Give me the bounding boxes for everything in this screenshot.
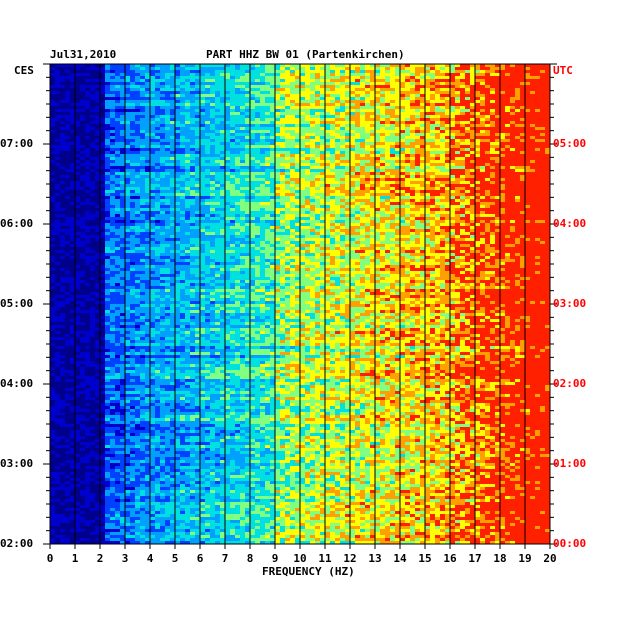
x-tick-label: 17	[468, 552, 482, 565]
local-time-label: 07:00	[0, 137, 34, 150]
frequency-gridlines	[74, 64, 526, 544]
x-tick-label: 3	[121, 552, 129, 565]
local-time-label: 06:00	[0, 217, 34, 230]
x-tick-label: 1	[71, 552, 79, 565]
utc-time-label: 04:00	[553, 217, 587, 230]
local-zone-label: CES	[14, 64, 34, 77]
utc-time-label: 01:00	[553, 457, 587, 470]
x-tick-label: 7	[221, 552, 229, 565]
x-tick-label: 18	[493, 552, 507, 565]
x-tick-label: 10	[293, 552, 307, 565]
utc-zone-label: UTC	[553, 64, 573, 77]
utc-time-label: 02:00	[553, 377, 587, 390]
axis-ticks	[43, 63, 557, 549]
x-tick-label: 15	[418, 552, 432, 565]
station-title: PART HHZ BW 01 (Partenkirchen)	[206, 48, 405, 61]
local-time-label: 04:00	[0, 377, 34, 390]
x-tick-label: 20	[543, 552, 557, 565]
x-axis-title: FREQUENCY (HZ)	[262, 565, 355, 578]
x-tick-label: 11	[318, 552, 332, 565]
x-tick-label: 2	[96, 552, 104, 565]
x-tick-label: 19	[518, 552, 532, 565]
x-tick-label: 14	[393, 552, 407, 565]
local-time-label: 02:00	[0, 537, 34, 550]
x-tick-label: 5	[171, 552, 179, 565]
plot-frame	[49, 63, 551, 545]
utc-time-label: 03:00	[553, 297, 587, 310]
date-label: Jul31,2010	[50, 48, 117, 61]
x-tick-label: 0	[46, 552, 54, 565]
x-tick-label: 12	[343, 552, 357, 565]
utc-time-label: 05:00	[553, 137, 587, 150]
x-tick-label: 6	[196, 552, 204, 565]
local-time-label: 03:00	[0, 457, 34, 470]
x-tick-label: 9	[271, 552, 279, 565]
x-tick-label: 8	[246, 552, 254, 565]
utc-time-label: 00:00	[553, 537, 587, 550]
spectrogram-heatmap	[50, 64, 550, 544]
x-tick-label: 13	[368, 552, 382, 565]
x-tick-label: 16	[443, 552, 457, 565]
x-tick-label: 4	[146, 552, 154, 565]
local-time-label: 05:00	[0, 297, 34, 310]
